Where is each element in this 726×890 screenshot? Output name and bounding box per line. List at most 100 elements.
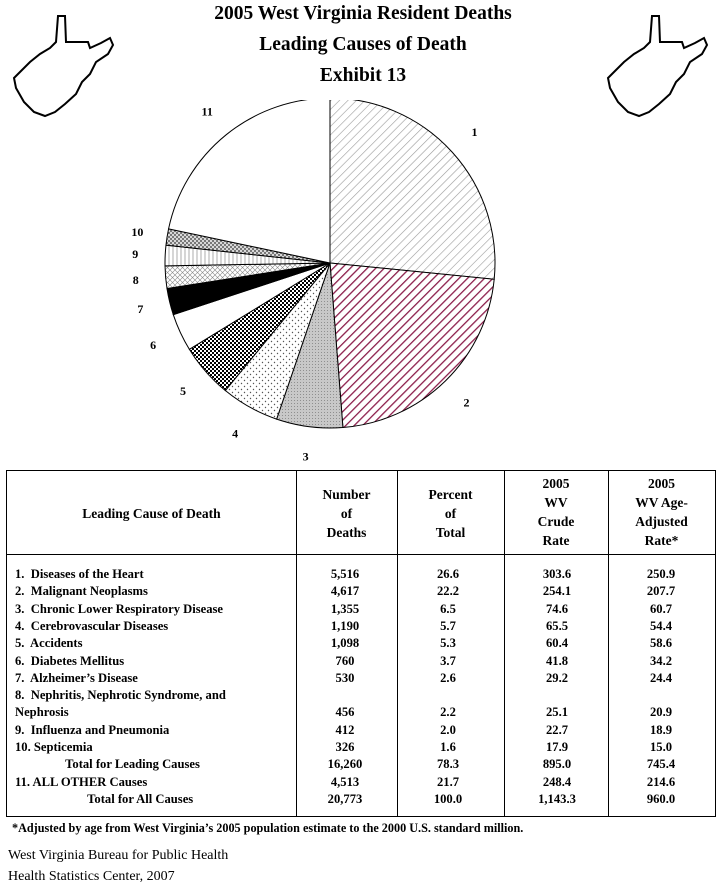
value-cell: 100.0 [433,791,463,806]
column-divider [608,471,609,816]
table-row: 4. Cerebrovascular Diseases 1,190 5.7 65.5 5… [7,618,715,635]
column-divider [504,471,505,816]
value-cell: 3.7 [440,653,456,668]
footnote: *Adjusted by age from West Virginia’s 20… [12,821,524,835]
value-cell: 6.5 [440,601,456,616]
cause-cell: 7. Alzheimer’s Disease [15,670,138,685]
value-cell: 1,355 [330,601,360,616]
value-cell: 214.6 [646,774,676,789]
pie-slice-11 [167,100,331,264]
table-row: 9. Influenza and Pneumonia 412 2.0 22.7 18.9 [7,722,715,739]
table-row: 2. Malignant Neoplasms 4,617 22.2 254.1 207.… [7,583,715,600]
value-cell: 412 [335,722,355,737]
pie-chart: 1 2 3 4 5 6 7 8 9 10 11 [131,100,496,464]
value-cell: 4,617 [330,584,360,599]
header-adjusted-rate: 2005 WV Age- Adjusted Rate* [635,476,688,548]
value-cell: 1,143.3 [538,791,576,806]
table-row: Nephrosis 456 2.2 25.1 20.9 [7,704,715,721]
value-cell: 15.0 [649,740,673,754]
value-cell: 745.4 [646,757,676,772]
pie-slice-label: 10 [131,225,143,239]
header-crude-rate: 2005 WV Crude Rate [537,476,575,548]
value-cell: 25.1 [545,705,569,720]
cause-cell: 10. Septicemia [15,740,93,754]
value-cell: 17.9 [545,740,569,754]
value-cell: 41.8 [545,653,569,668]
value-cell: 326 [335,740,355,754]
value-cell: 22.2 [436,584,460,599]
value-cell: 65.5 [545,618,569,633]
value-cell: 16,260 [327,757,363,772]
table-row: Total for All Causes 20,773 100.0 1,143.3 96… [7,791,715,808]
cause-cell: 3. Chronic Lower Respiratory Disease [15,601,224,616]
value-cell: 207.7 [646,584,676,599]
exhibit-label: Exhibit 13 [319,65,407,86]
leading-causes-table: Leading Cause of Death Number of Deaths Pe… [6,470,716,817]
value-cell: 60.4 [545,636,569,651]
header-percent: Percent of Total [428,487,473,540]
pie-slice-label: 8 [133,273,139,287]
value-cell: 5.7 [440,618,456,633]
value-cell: 1,190 [330,618,360,633]
value-cell: 5.3 [440,636,456,651]
value-cell: 24.4 [649,670,673,685]
value-cell: 530 [335,670,355,685]
cause-cell: 8. Nephritis, Nephrotic Syndrome, and [15,688,226,703]
value-cell: 21.7 [436,774,460,789]
value-cell: 20.9 [649,705,673,720]
cause-cell: 1. Diseases of the Heart [15,567,144,581]
pie-slice-1 [329,100,496,280]
value-cell: 74.6 [545,601,569,616]
pie-slice-label: 4 [232,426,238,440]
value-cell: 60.7 [649,601,673,616]
chart-title: 2005 West Virginia Resident Deaths [214,3,512,24]
source-line: Health Statistics Center, 2007 [8,869,175,884]
source-line: West Virginia Bureau for Public Health [8,848,229,863]
pie-slice-label: 3 [303,450,309,464]
table-row: 6. Diabetes Mellitus 760 3.7 41.8 34.2 [7,653,715,670]
table-row: Total for Leading Causes 16,260 78.3 895.0 7… [7,756,715,773]
pie-slice-label: 7 [137,302,143,316]
value-cell: 254.1 [542,584,572,599]
value-cell: 78.3 [436,757,460,772]
west-virginia-map-icon [606,15,709,118]
value-cell: 4,513 [330,774,360,789]
pie-slice-2 [329,262,495,429]
table-row: 5. Accidents 1,098 5.3 60.4 58.6 [7,635,715,652]
cause-cell: 9. Influenza and Pneumonia [15,722,170,737]
value-cell: 760 [335,653,355,668]
value-cell: 18.9 [649,722,673,737]
cause-cell: Nephrosis [15,705,69,720]
cause-cell: 2. Malignant Neoplasms [15,584,148,599]
value-cell: 22.7 [545,722,569,737]
pie-slices [164,100,496,429]
table-row: 10. Septicemia 326 1.6 17.9 15.0 [7,739,715,756]
cause-cell: 6. Diabetes Mellitus [15,653,125,668]
value-cell: 2.2 [440,705,456,720]
west-virginia-map-icon [12,15,115,118]
pie-slice-label: 11 [202,105,213,119]
table-row: 1. Diseases of the Heart 5,516 26.6 303.6 25… [7,566,715,583]
value-cell: 250.9 [646,567,676,581]
value-cell: 2.6 [440,670,456,685]
pie-labels: 1 2 3 4 5 6 7 8 9 10 11 [131,105,477,464]
value-cell: 54.4 [649,618,673,633]
pie-slice-label: 6 [150,338,156,352]
column-divider [397,471,398,816]
value-cell: 248.4 [542,774,572,789]
value-cell: 303.6 [542,567,572,581]
header-cause: Leading Cause of Death [82,506,221,521]
value-cell: 26.6 [436,567,460,581]
pie-slice-label: 1 [472,125,478,139]
value-cell: 58.6 [649,636,673,651]
cause-cell: 4. Cerebrovascular Diseases [15,618,169,633]
table-row: 8. Nephritis, Nephrotic Syndrome, and [7,687,715,704]
header-deaths: Number of Deaths [322,487,371,540]
value-cell: 456 [335,705,355,720]
cause-cell: 5. Accidents [15,636,83,651]
pie-slice-label: 5 [180,384,186,398]
cause-cell: 11. ALL OTHER Causes [15,774,148,789]
value-cell: 5,516 [330,567,360,581]
table-row: 3. Chronic Lower Respiratory Disease 1,35… [7,601,715,618]
table-row: 7. Alzheimer’s Disease 530 2.6 29.2 24.4 [7,670,715,687]
